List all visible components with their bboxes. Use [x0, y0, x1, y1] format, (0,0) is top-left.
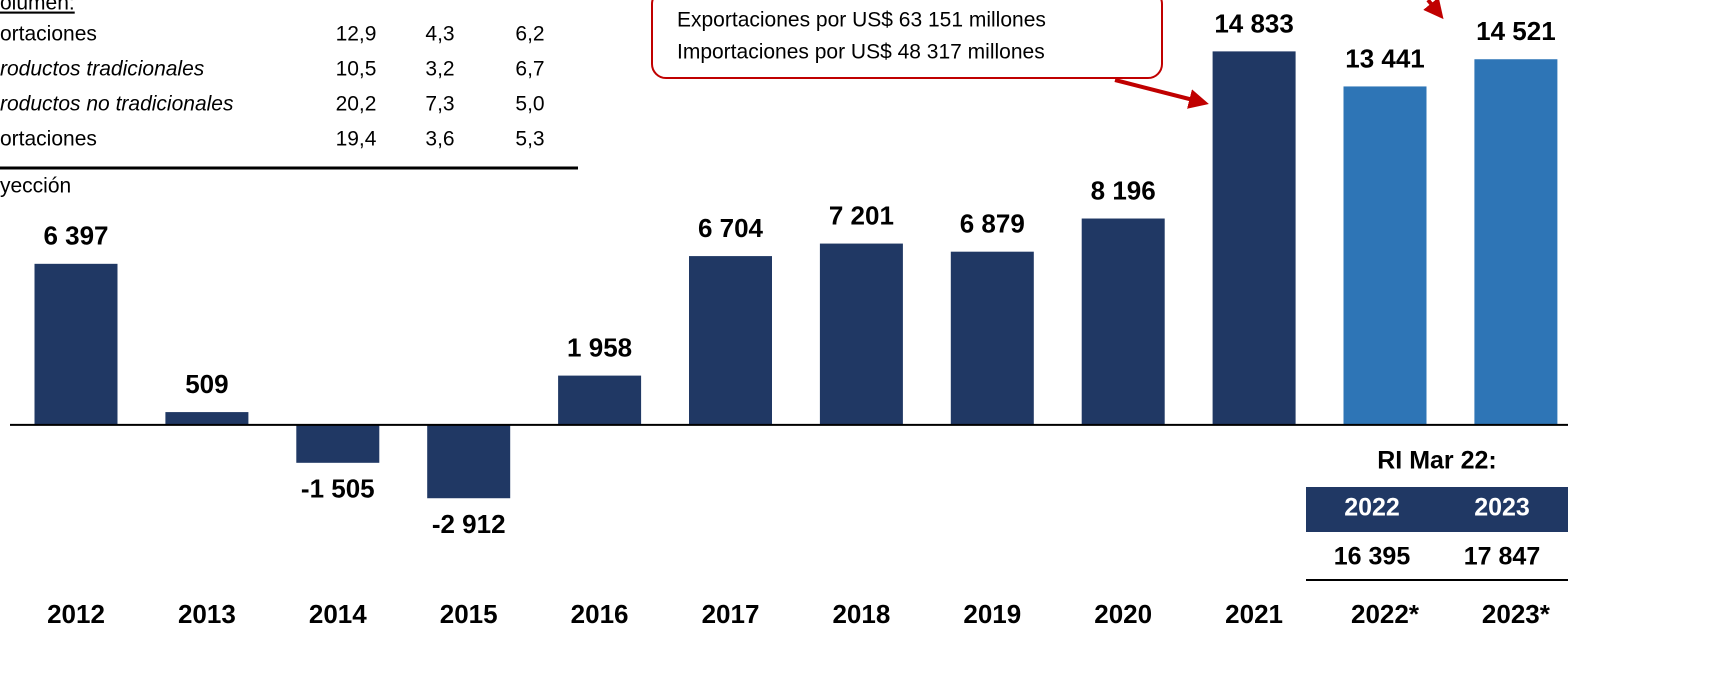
table-cell: 12,9	[336, 23, 377, 46]
bar	[558, 375, 642, 425]
annotation-box	[651, 0, 1163, 79]
bar	[950, 251, 1034, 425]
table-cell: 10,5	[336, 58, 377, 81]
bar	[1343, 86, 1427, 425]
table-cell: 6,2	[515, 23, 544, 46]
x-tick-label: 2017	[702, 599, 760, 629]
table-cell: 6,7	[515, 58, 544, 81]
data-label: 6 704	[698, 213, 764, 243]
data-label: 6 879	[960, 209, 1025, 239]
annotation-text: Exportaciones por US$ 63 151 millones	[677, 9, 1046, 32]
x-tick-label: 2013	[178, 599, 236, 629]
x-tick-label: 2014	[309, 599, 367, 629]
ri-column: 2023	[1474, 494, 1530, 522]
ri-header-band	[1306, 487, 1568, 532]
bar	[689, 256, 772, 425]
table-cell: 5,3	[515, 128, 544, 151]
bar	[296, 424, 380, 463]
data-label: 6 397	[43, 221, 108, 251]
data-label: -1 505	[301, 474, 375, 504]
bar	[427, 424, 511, 499]
x-tick-label: 2020	[1094, 599, 1152, 629]
arrow	[1423, 0, 1444, 20]
arrow	[1114, 78, 1209, 109]
bar	[1212, 51, 1296, 425]
data-label: 14 521	[1476, 16, 1556, 46]
table-cell: 3,2	[425, 58, 454, 81]
ri-title: RI Mar 22:	[1377, 447, 1496, 475]
x-tick-label: 2021	[1225, 599, 1283, 629]
data-label: 8 196	[1091, 175, 1156, 205]
data-label: 14 833	[1214, 8, 1294, 38]
bar	[1474, 59, 1558, 425]
data-label: 509	[185, 369, 228, 399]
table-cell: 20,2	[336, 93, 377, 116]
data-label: -2 912	[432, 509, 506, 539]
row-label: roductos tradicionales	[0, 58, 205, 81]
table-cell: 5,0	[515, 93, 544, 116]
x-tick-label: 2012	[47, 599, 105, 629]
row-label: roductos no tradicionales	[0, 93, 234, 116]
data-label: 13 441	[1345, 43, 1425, 73]
table-cell: 3,6	[425, 128, 454, 151]
table-note: yección	[0, 175, 71, 198]
annotation-text: Importaciones por US$ 48 317 millones	[677, 41, 1045, 64]
x-tick-label: 2023*	[1482, 599, 1551, 629]
bar	[819, 243, 903, 425]
bar	[34, 263, 118, 425]
bar	[165, 412, 249, 425]
x-tick-label: 2022*	[1351, 599, 1420, 629]
x-tick-label: 2018	[832, 599, 890, 629]
ri-value: 16 395	[1334, 543, 1411, 571]
table-heading: olumen:	[0, 0, 75, 15]
ri-column: 2022	[1344, 494, 1400, 522]
row-label: ortaciones	[0, 128, 97, 151]
table-cell: 19,4	[336, 128, 377, 151]
data-label: 7 201	[829, 200, 894, 230]
data-label: 1 958	[567, 332, 632, 362]
table-cell: 7,3	[425, 93, 454, 116]
x-tick-label: 2015	[440, 599, 498, 629]
row-label: ortaciones	[0, 23, 97, 46]
x-tick-label: 2016	[571, 599, 629, 629]
x-tick-label: 2019	[963, 599, 1021, 629]
bar	[1081, 218, 1165, 425]
table-cell: 4,3	[425, 23, 454, 46]
ri-value: 17 847	[1464, 543, 1540, 571]
